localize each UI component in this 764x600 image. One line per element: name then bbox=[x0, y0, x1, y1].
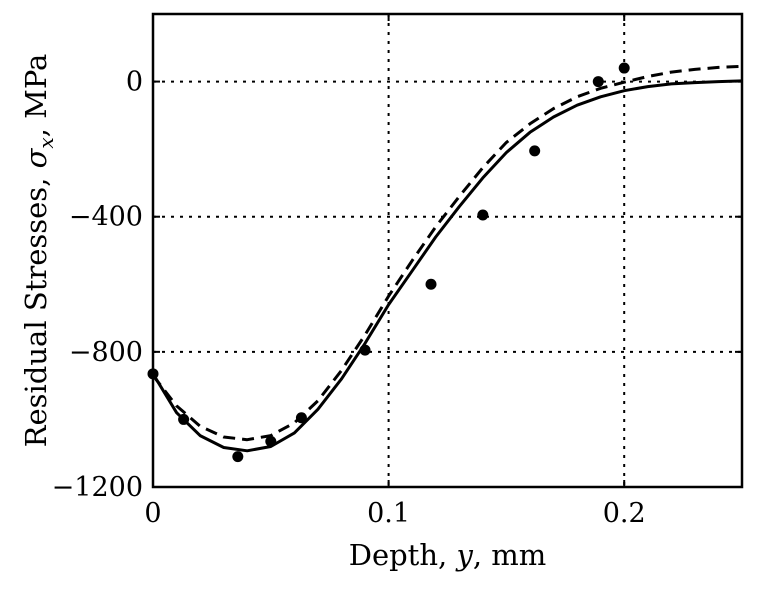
x-axis-title: Depth, y, mm bbox=[349, 538, 547, 572]
y-axis-title-suffix: , MPa bbox=[19, 54, 53, 138]
data-point bbox=[529, 145, 541, 157]
x-tick-label: 0.1 bbox=[367, 498, 410, 529]
y-tick-label: −400 bbox=[69, 202, 143, 233]
y-axis-title-subscript: x bbox=[34, 137, 58, 148]
data-point bbox=[592, 76, 604, 88]
solid-curve bbox=[151, 79, 743, 453]
data-point bbox=[359, 344, 371, 356]
series-group bbox=[147, 62, 743, 463]
dashed-curve bbox=[151, 64, 743, 442]
y-axis-title-prefix: Residual Stresses, bbox=[19, 168, 53, 447]
data-point bbox=[295, 412, 307, 424]
x-axis-title-suffix: , mm bbox=[473, 538, 546, 572]
data-point bbox=[232, 451, 244, 463]
y-axis-title-var: σ bbox=[19, 147, 53, 168]
data-point bbox=[178, 413, 190, 425]
x-axis-title-var: y bbox=[454, 538, 473, 572]
grid bbox=[153, 14, 742, 487]
data-point bbox=[265, 435, 277, 447]
y-tick-label: −1200 bbox=[52, 472, 143, 503]
x-axis-title-prefix: Depth, bbox=[349, 538, 457, 572]
data-point bbox=[425, 278, 437, 290]
x-tick-label: 0 bbox=[144, 498, 161, 529]
data-point bbox=[477, 209, 489, 221]
y-tick-label: −800 bbox=[69, 337, 143, 368]
x-tick-label: 0.2 bbox=[603, 498, 646, 529]
data-point bbox=[618, 62, 630, 74]
y-tick-label: 0 bbox=[126, 67, 143, 98]
ticks: 0 0.1 0.2 0 −400 −800 −1200 bbox=[52, 14, 742, 529]
plot-frame bbox=[151, 12, 744, 489]
y-axis-title: Residual Stresses, σx, MPa bbox=[19, 54, 58, 448]
